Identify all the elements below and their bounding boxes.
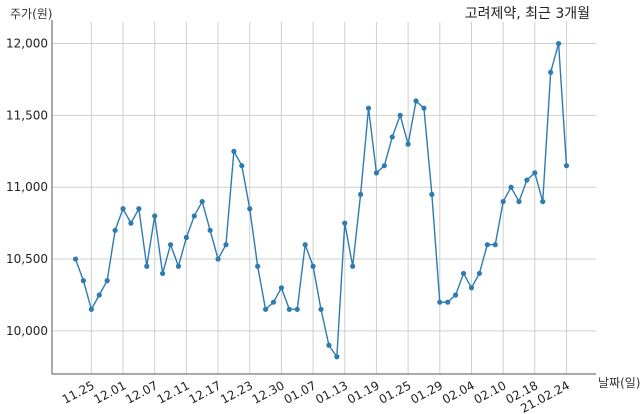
y-tick-label: 11,000 [6, 180, 48, 194]
data-point [207, 227, 213, 233]
data-point [524, 177, 530, 183]
data-point [413, 98, 419, 104]
data-point [334, 354, 340, 360]
data-point [437, 299, 443, 305]
data-point [152, 213, 158, 219]
data-point [294, 306, 300, 312]
data-point [239, 163, 245, 169]
y-tick-label: 11,500 [6, 108, 48, 122]
data-point [96, 292, 102, 298]
x-tick-label: 12.30 [250, 378, 287, 406]
data-point [429, 191, 435, 198]
data-point [215, 256, 221, 262]
data-point [104, 278, 110, 284]
data-point [350, 263, 356, 269]
data-point [445, 299, 451, 305]
chart-title: 고려제약, 최근 3개월 [465, 6, 590, 22]
x-tick-label: 01.25 [377, 378, 414, 406]
data-point [421, 105, 427, 111]
data-point [555, 40, 562, 47]
data-point [175, 263, 182, 269]
data-point [112, 227, 118, 233]
data-point [72, 256, 79, 262]
y-tick-label: 10,500 [6, 252, 48, 266]
x-tick-label: 01.13 [313, 378, 350, 406]
data-point [405, 141, 411, 147]
y-tick-label: 12,000 [6, 37, 48, 51]
data-point [453, 292, 459, 298]
y-tick-label: 10,000 [6, 324, 48, 338]
data-point [484, 242, 490, 248]
data-point [532, 170, 538, 176]
data-point [270, 299, 277, 305]
data-point [318, 306, 324, 312]
x-tick-label: 02.10 [472, 378, 509, 406]
data-point [302, 242, 308, 248]
x-tick-label: 11.25 [60, 378, 97, 406]
data-points [72, 40, 570, 360]
data-point [373, 170, 380, 176]
y-axis-label: 주가(원) [10, 7, 52, 21]
data-point [88, 306, 94, 312]
data-point [397, 112, 403, 118]
data-point [468, 285, 475, 291]
data-point [476, 270, 482, 277]
data-point [540, 198, 546, 205]
x-axis-label: 날짜(일) [598, 376, 640, 390]
x-tick-label: 02.04 [440, 378, 477, 406]
data-point [563, 163, 570, 169]
x-tick-label: 01.29 [408, 378, 445, 406]
data-point [516, 198, 522, 205]
data-point [167, 242, 174, 248]
data-point [389, 134, 395, 140]
data-point [120, 206, 126, 212]
x-tick-label: 12.07 [123, 378, 160, 406]
x-tick-label: 12.11 [155, 378, 192, 406]
data-point [183, 234, 189, 241]
data-point [342, 220, 348, 226]
data-point [160, 270, 166, 277]
data-point [365, 105, 372, 111]
x-tick-label: 12.17 [187, 378, 224, 406]
data-point [144, 263, 150, 269]
data-point [223, 242, 229, 248]
x-tick-label: 12.23 [218, 378, 255, 406]
data-point [247, 206, 253, 212]
data-point [460, 270, 467, 277]
data-point [80, 278, 87, 284]
data-point [357, 191, 364, 198]
data-point [548, 69, 554, 75]
data-point [492, 242, 498, 248]
data-point [128, 220, 134, 226]
grid-lines [52, 22, 596, 374]
data-point [508, 184, 514, 190]
data-point [231, 148, 237, 154]
data-point [136, 206, 142, 212]
x-tick-label: 01.07 [282, 378, 319, 406]
data-point [262, 306, 269, 312]
data-point [286, 306, 292, 312]
data-point [381, 163, 387, 169]
x-tick-label: 01.19 [345, 378, 382, 406]
data-point [500, 198, 506, 205]
axes [51, 20, 596, 375]
x-tick-label: 12.01 [92, 378, 129, 406]
data-point [326, 342, 332, 348]
data-point [191, 213, 197, 219]
data-point [278, 285, 285, 291]
data-point [199, 198, 205, 205]
data-point [255, 263, 261, 269]
data-point [310, 263, 316, 269]
